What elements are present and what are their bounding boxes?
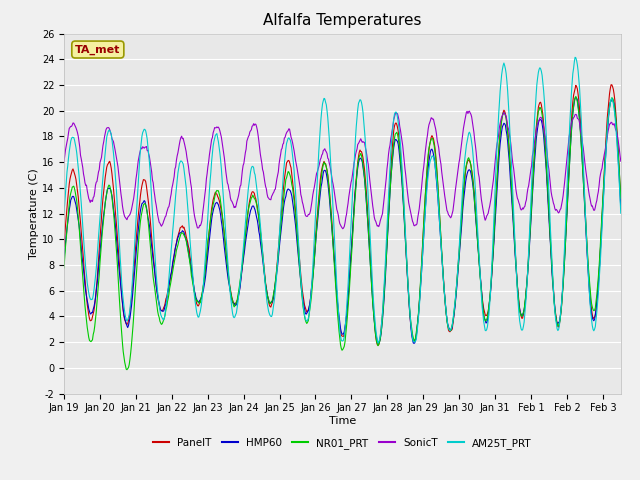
Y-axis label: Temperature (C): Temperature (C) — [29, 168, 39, 259]
AM25T_PRT — [138, 133, 146, 139]
X-axis label: Time: Time — [329, 416, 356, 426]
AM25T_PRT — [63, 179, 70, 184]
NR01_PRT — [298, 296, 306, 302]
SonicT — [63, 143, 70, 148]
SonicT — [617, 158, 625, 164]
NR01_PRT — [60, 265, 68, 271]
SonicT — [298, 194, 305, 200]
NR01_PRT — [474, 240, 481, 245]
AM25T_PRT — [617, 210, 625, 216]
SonicT — [138, 146, 146, 152]
AM25T_PRT — [60, 209, 68, 215]
NR01_PRT — [319, 162, 327, 168]
AM25T_PRT — [298, 285, 305, 291]
PanelT — [474, 238, 481, 244]
Line: SonicT: SonicT — [64, 111, 621, 229]
NR01_PRT — [572, 94, 580, 99]
HMP60 — [138, 201, 146, 206]
Line: AM25T_PRT: AM25T_PRT — [64, 57, 621, 343]
SonicT — [465, 108, 473, 114]
PanelT — [60, 243, 68, 249]
NR01_PRT — [123, 367, 131, 372]
HMP60 — [460, 192, 468, 198]
SonicT — [475, 171, 483, 177]
PanelT — [617, 199, 625, 204]
AM25T_PRT — [319, 101, 326, 107]
PanelT — [608, 82, 616, 88]
SonicT — [319, 151, 326, 157]
HMP60 — [617, 206, 625, 212]
Line: NR01_PRT: NR01_PRT — [64, 96, 621, 370]
AM25T_PRT — [374, 340, 382, 346]
SonicT — [460, 121, 468, 127]
SonicT — [339, 226, 347, 232]
Line: PanelT: PanelT — [64, 85, 621, 346]
Line: HMP60: HMP60 — [64, 97, 621, 343]
HMP60 — [319, 175, 326, 180]
PanelT — [298, 280, 305, 286]
Title: Alfalfa Temperatures: Alfalfa Temperatures — [263, 13, 422, 28]
PanelT — [460, 181, 468, 187]
NR01_PRT — [63, 236, 70, 241]
HMP60 — [298, 287, 305, 293]
NR01_PRT — [617, 195, 625, 201]
AM25T_PRT — [474, 228, 481, 233]
HMP60 — [474, 240, 481, 245]
NR01_PRT — [139, 205, 147, 211]
PanelT — [374, 343, 382, 348]
HMP60 — [60, 255, 68, 261]
PanelT — [138, 183, 146, 189]
PanelT — [63, 214, 70, 219]
HMP60 — [572, 95, 580, 100]
HMP60 — [410, 340, 418, 346]
Text: TA_met: TA_met — [75, 44, 120, 55]
NR01_PRT — [460, 181, 468, 187]
HMP60 — [63, 233, 70, 239]
SonicT — [60, 159, 68, 165]
AM25T_PRT — [460, 164, 468, 170]
Legend: PanelT, HMP60, NR01_PRT, SonicT, AM25T_PRT: PanelT, HMP60, NR01_PRT, SonicT, AM25T_P… — [149, 434, 536, 453]
PanelT — [319, 163, 326, 168]
AM25T_PRT — [572, 54, 579, 60]
